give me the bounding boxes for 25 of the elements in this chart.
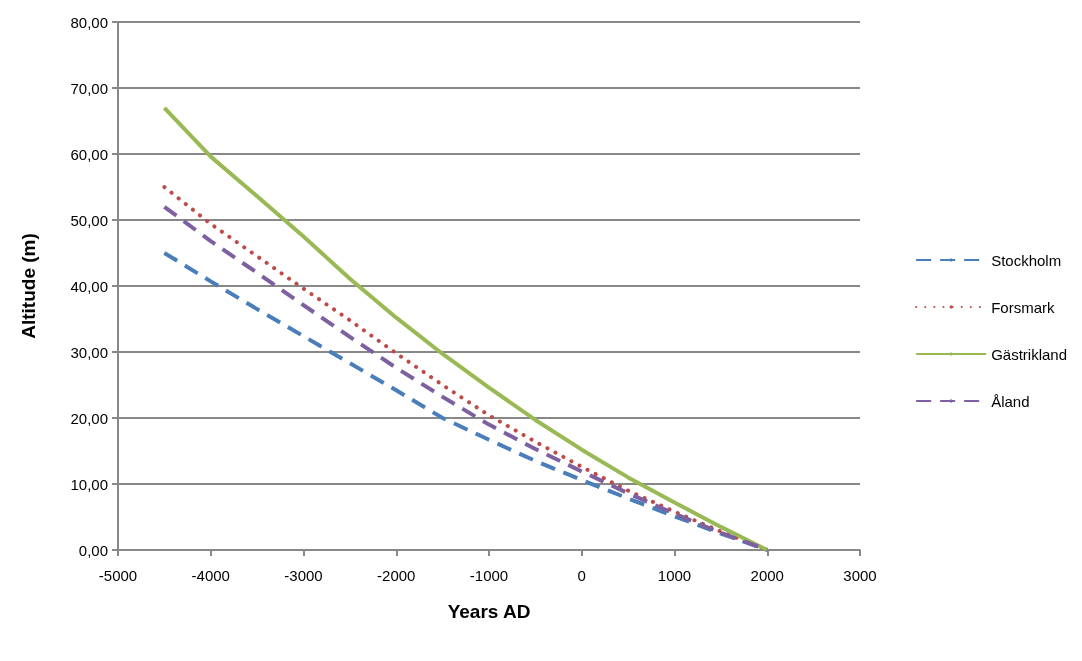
y-tick-label: 10,00 bbox=[70, 475, 108, 493]
y-tick-label: 60,00 bbox=[70, 145, 108, 163]
y-tick-label: 40,00 bbox=[70, 277, 108, 295]
y-axis-title: Altitude (m) bbox=[18, 233, 39, 339]
x-axis-title: Years AD bbox=[447, 601, 531, 622]
y-tick-label: 0,00 bbox=[78, 541, 108, 559]
legend-label: Stockholm bbox=[991, 251, 1062, 269]
x-tick-label: 2000 bbox=[750, 567, 784, 584]
x-tick-label: -1000 bbox=[469, 567, 509, 584]
y-tick-label: 70,00 bbox=[70, 79, 108, 97]
line-series bbox=[162, 105, 770, 552]
y-tick-label: 80,00 bbox=[70, 13, 108, 31]
x-tick-label: -3000 bbox=[284, 567, 323, 584]
x-tick-label: 1000 bbox=[657, 567, 692, 584]
x-tick-label: -2000 bbox=[377, 567, 416, 584]
legend-label: Forsmark bbox=[991, 298, 1055, 316]
y-tick-label: 30,00 bbox=[70, 343, 108, 361]
legend-label: Gästrikland bbox=[991, 345, 1068, 363]
x-tick-label: 3000 bbox=[843, 567, 877, 584]
legend-label: Åland bbox=[991, 392, 1030, 410]
x-tick-label: 0 bbox=[577, 567, 586, 584]
y-tick-label: 50,00 bbox=[70, 211, 108, 229]
x-tick-label: -5000 bbox=[98, 567, 138, 584]
x-tick-label: -4000 bbox=[191, 567, 230, 584]
y-tick-label: 20,00 bbox=[70, 409, 108, 427]
